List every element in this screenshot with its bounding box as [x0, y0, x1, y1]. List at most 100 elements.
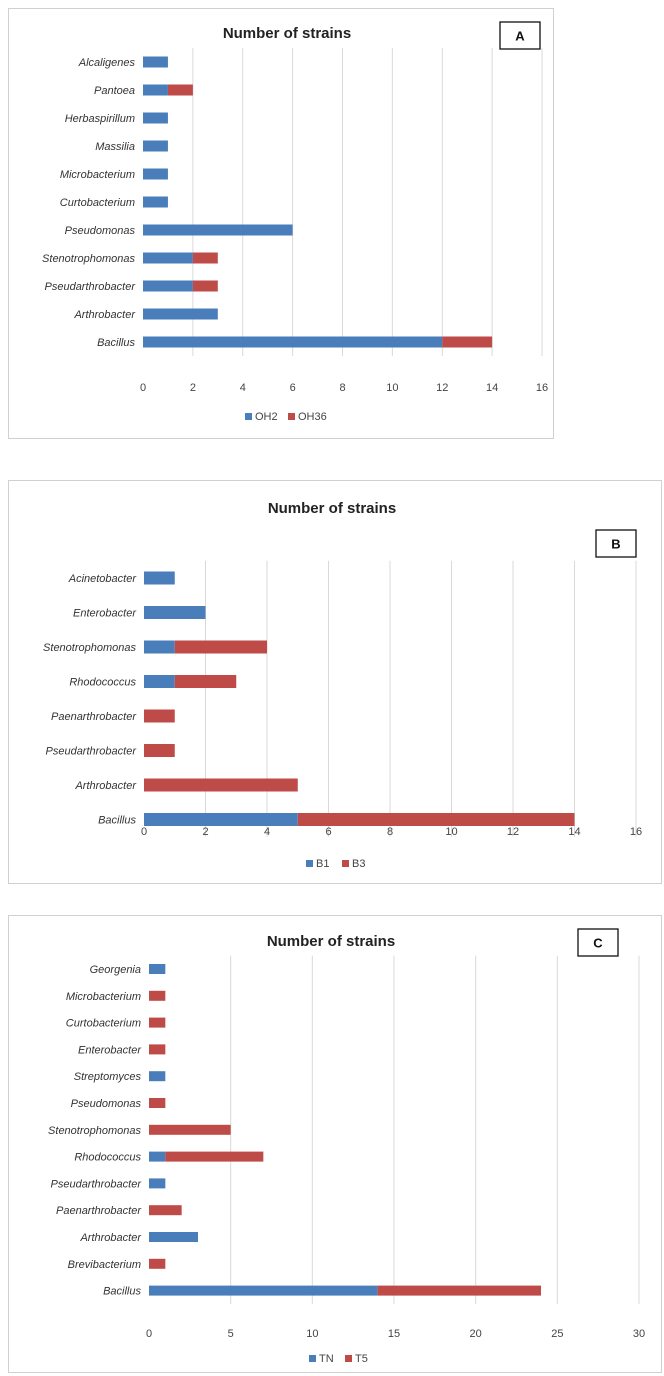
- x-tick-label: 14: [568, 826, 580, 838]
- bar-oh2: [143, 141, 168, 152]
- bar-t5: [149, 1205, 182, 1215]
- x-tick-label: 30: [633, 1328, 645, 1340]
- bar-t5: [149, 1259, 165, 1269]
- bar-oh2: [143, 225, 293, 236]
- x-tick-label: 0: [141, 826, 147, 838]
- category-label: Stenotrophomonas: [42, 253, 135, 265]
- x-tick-label: 10: [306, 1328, 318, 1340]
- x-tick-label: 2: [202, 826, 208, 838]
- category-label: Microbacterium: [66, 991, 141, 1003]
- bar-oh2: [143, 281, 193, 292]
- bar-oh36: [193, 281, 218, 292]
- category-label: Pseudarthrobacter: [45, 281, 137, 293]
- legend-label-oh36: OH36: [298, 411, 327, 423]
- bar-oh36: [442, 337, 492, 348]
- x-tick-label: 8: [387, 826, 393, 838]
- bar-b3: [144, 744, 175, 757]
- x-tick-label: 6: [325, 826, 331, 838]
- category-label: Pseudomonas: [65, 225, 136, 237]
- legend-swatch-b1: [306, 860, 313, 867]
- category-label: Alcaligenes: [78, 57, 136, 69]
- bar-t5: [378, 1286, 541, 1296]
- category-label: Arthrobacter: [79, 1232, 142, 1244]
- legend-label-b3: B3: [352, 858, 365, 870]
- category-label: Enterobacter: [73, 608, 137, 620]
- bar-b1: [144, 606, 206, 619]
- category-label: Stenotrophomonas: [48, 1125, 141, 1137]
- legend-label-t5: T5: [355, 1353, 368, 1365]
- legend-swatch-t5: [345, 1355, 352, 1362]
- category-label: Pantoea: [94, 85, 135, 97]
- category-label: Rhodococcus: [74, 1152, 141, 1164]
- bar-t5: [165, 1152, 263, 1162]
- x-tick-label: 25: [551, 1328, 563, 1340]
- x-tick-label: 15: [388, 1328, 400, 1340]
- bar-tn: [149, 1232, 198, 1242]
- bar-b1: [144, 813, 298, 826]
- legend-swatch-oh2: [245, 413, 252, 420]
- x-tick-label: 8: [339, 382, 345, 394]
- category-label: Stenotrophomonas: [43, 642, 136, 654]
- bar-oh2: [143, 253, 193, 264]
- x-tick-label: 0: [146, 1328, 152, 1340]
- bar-oh36: [193, 253, 218, 264]
- category-label: Massilia: [95, 141, 135, 153]
- category-label: Arthrobacter: [73, 309, 136, 321]
- bar-oh2: [143, 113, 168, 124]
- bar-tn: [149, 1071, 165, 1081]
- x-tick-label: 4: [264, 826, 270, 838]
- category-label: Pseudarthrobacter: [51, 1178, 143, 1190]
- legend-swatch-tn: [309, 1355, 316, 1362]
- bar-tn: [149, 964, 165, 974]
- panel-label: A: [515, 29, 525, 44]
- x-tick-label: 4: [240, 382, 246, 394]
- bar-tn: [149, 1152, 165, 1162]
- category-label: Georgenia: [90, 964, 141, 976]
- x-tick-label: 2: [190, 382, 196, 394]
- bar-b3: [144, 710, 175, 723]
- category-label: Enterobacter: [78, 1044, 142, 1056]
- panel-label: C: [593, 936, 603, 951]
- category-label: Brevibacterium: [68, 1259, 141, 1271]
- bar-oh2: [143, 169, 168, 180]
- bar-t5: [149, 1044, 165, 1054]
- category-label: Bacillus: [98, 815, 136, 827]
- category-label: Paenarthrobacter: [56, 1205, 142, 1217]
- bar-b1: [144, 572, 175, 585]
- x-tick-label: 12: [436, 382, 448, 394]
- x-tick-label: 0: [140, 382, 146, 394]
- x-tick-label: 5: [228, 1328, 234, 1340]
- bar-b3: [175, 641, 267, 654]
- bar-t5: [149, 1018, 165, 1028]
- x-tick-label: 10: [445, 826, 457, 838]
- bar-oh2: [143, 57, 168, 68]
- category-label: Arthrobacter: [74, 780, 137, 792]
- bar-b1: [144, 641, 175, 654]
- chart-b: Number of strains B Acinetobacter Enterobac…: [9, 481, 663, 885]
- category-label: Paenarthrobacter: [51, 711, 137, 723]
- bar-oh2: [143, 197, 168, 208]
- category-label: Pseudarthrobacter: [46, 746, 138, 758]
- category-label: Curtobacterium: [66, 1018, 141, 1030]
- x-tick-label: 12: [507, 826, 519, 838]
- legend-swatch-b3: [342, 860, 349, 867]
- chart-title: Number of strains: [267, 933, 395, 950]
- bar-b3: [144, 779, 298, 792]
- category-label: Pseudomonas: [71, 1098, 142, 1110]
- bar-t5: [149, 991, 165, 1001]
- x-tick-label: 10: [386, 382, 398, 394]
- chart-panel-a: Number of strains A Alcaligenes Pantoea Herb…: [8, 8, 554, 439]
- bar-oh2: [143, 337, 442, 348]
- x-tick-label: 14: [486, 382, 498, 394]
- category-label: Rhodococcus: [69, 677, 136, 689]
- category-label: Acinetobacter: [68, 573, 138, 585]
- bar-oh2: [143, 85, 168, 96]
- category-label: Bacillus: [97, 337, 135, 349]
- legend-label-tn: TN: [319, 1353, 334, 1365]
- legend-swatch-oh36: [288, 413, 295, 420]
- bar-t5: [149, 1125, 231, 1135]
- chart-c: Number of strains C Georgenia Microbacteriu…: [9, 916, 663, 1374]
- bar-b1: [144, 675, 175, 688]
- bar-tn: [149, 1178, 165, 1188]
- chart-title: Number of strains: [268, 500, 396, 517]
